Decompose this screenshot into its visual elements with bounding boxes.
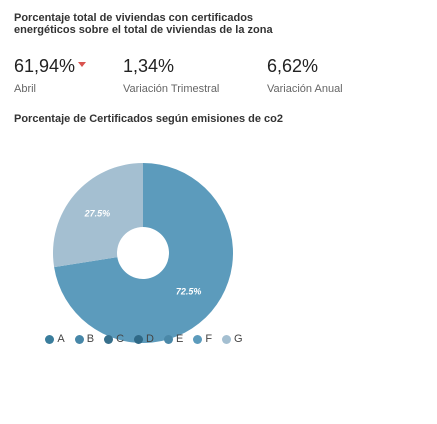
kpi: 6,62% Variación Anual — [267, 56, 343, 95]
pie-slice — [52, 163, 143, 268]
legend-label: E — [175, 333, 184, 345]
legend-swatch — [193, 334, 203, 344]
kpi: 61,94% Abril — [14, 56, 87, 95]
legend-item[interactable]: B — [74, 333, 95, 345]
legend-label: F — [205, 333, 213, 345]
pie-slice — [54, 163, 234, 344]
legend-label: A — [57, 333, 65, 345]
legend-label: G — [234, 333, 243, 345]
legend-item[interactable]: A — [45, 333, 65, 345]
legend-item[interactable]: E — [163, 333, 184, 345]
kpi-value: 6,62% — [267, 56, 319, 76]
kpi-value: 1,34% — [123, 56, 175, 76]
legend-swatch — [74, 334, 84, 344]
data-label: 72.5% — [176, 286, 202, 296]
legend: A B C D E F G — [38, 333, 250, 345]
down-arrow — [78, 61, 87, 67]
legend-item[interactable]: G — [222, 333, 243, 345]
data-label: 27.5% — [84, 208, 111, 218]
legend-label: B — [86, 333, 95, 345]
kpi-label: Abril — [14, 83, 37, 95]
legend-swatch — [222, 334, 232, 344]
legend-swatch — [45, 334, 55, 344]
kpi-value-text: 61,94% — [14, 56, 76, 76]
legend-item[interactable]: C — [104, 333, 124, 345]
header-title: Porcentaje total de viviendas con certif… — [14, 12, 273, 36]
legend-swatch — [134, 334, 144, 344]
kpi-label: Variación Anual — [267, 83, 343, 95]
chart-title: Porcentaje de Certificados según emision… — [14, 113, 283, 125]
legend-item[interactable]: F — [193, 333, 212, 345]
legend-swatch — [163, 334, 173, 344]
kpi-label: Variación Trimestral — [123, 83, 220, 95]
legend-label: D — [146, 333, 154, 345]
legend-item[interactable]: D — [134, 333, 154, 345]
kpi-value: 61,94% — [14, 56, 87, 77]
legend-label: C — [116, 333, 125, 345]
legend-swatch — [104, 334, 114, 344]
kpi: 1,34% Variación Trimestral — [123, 56, 219, 95]
